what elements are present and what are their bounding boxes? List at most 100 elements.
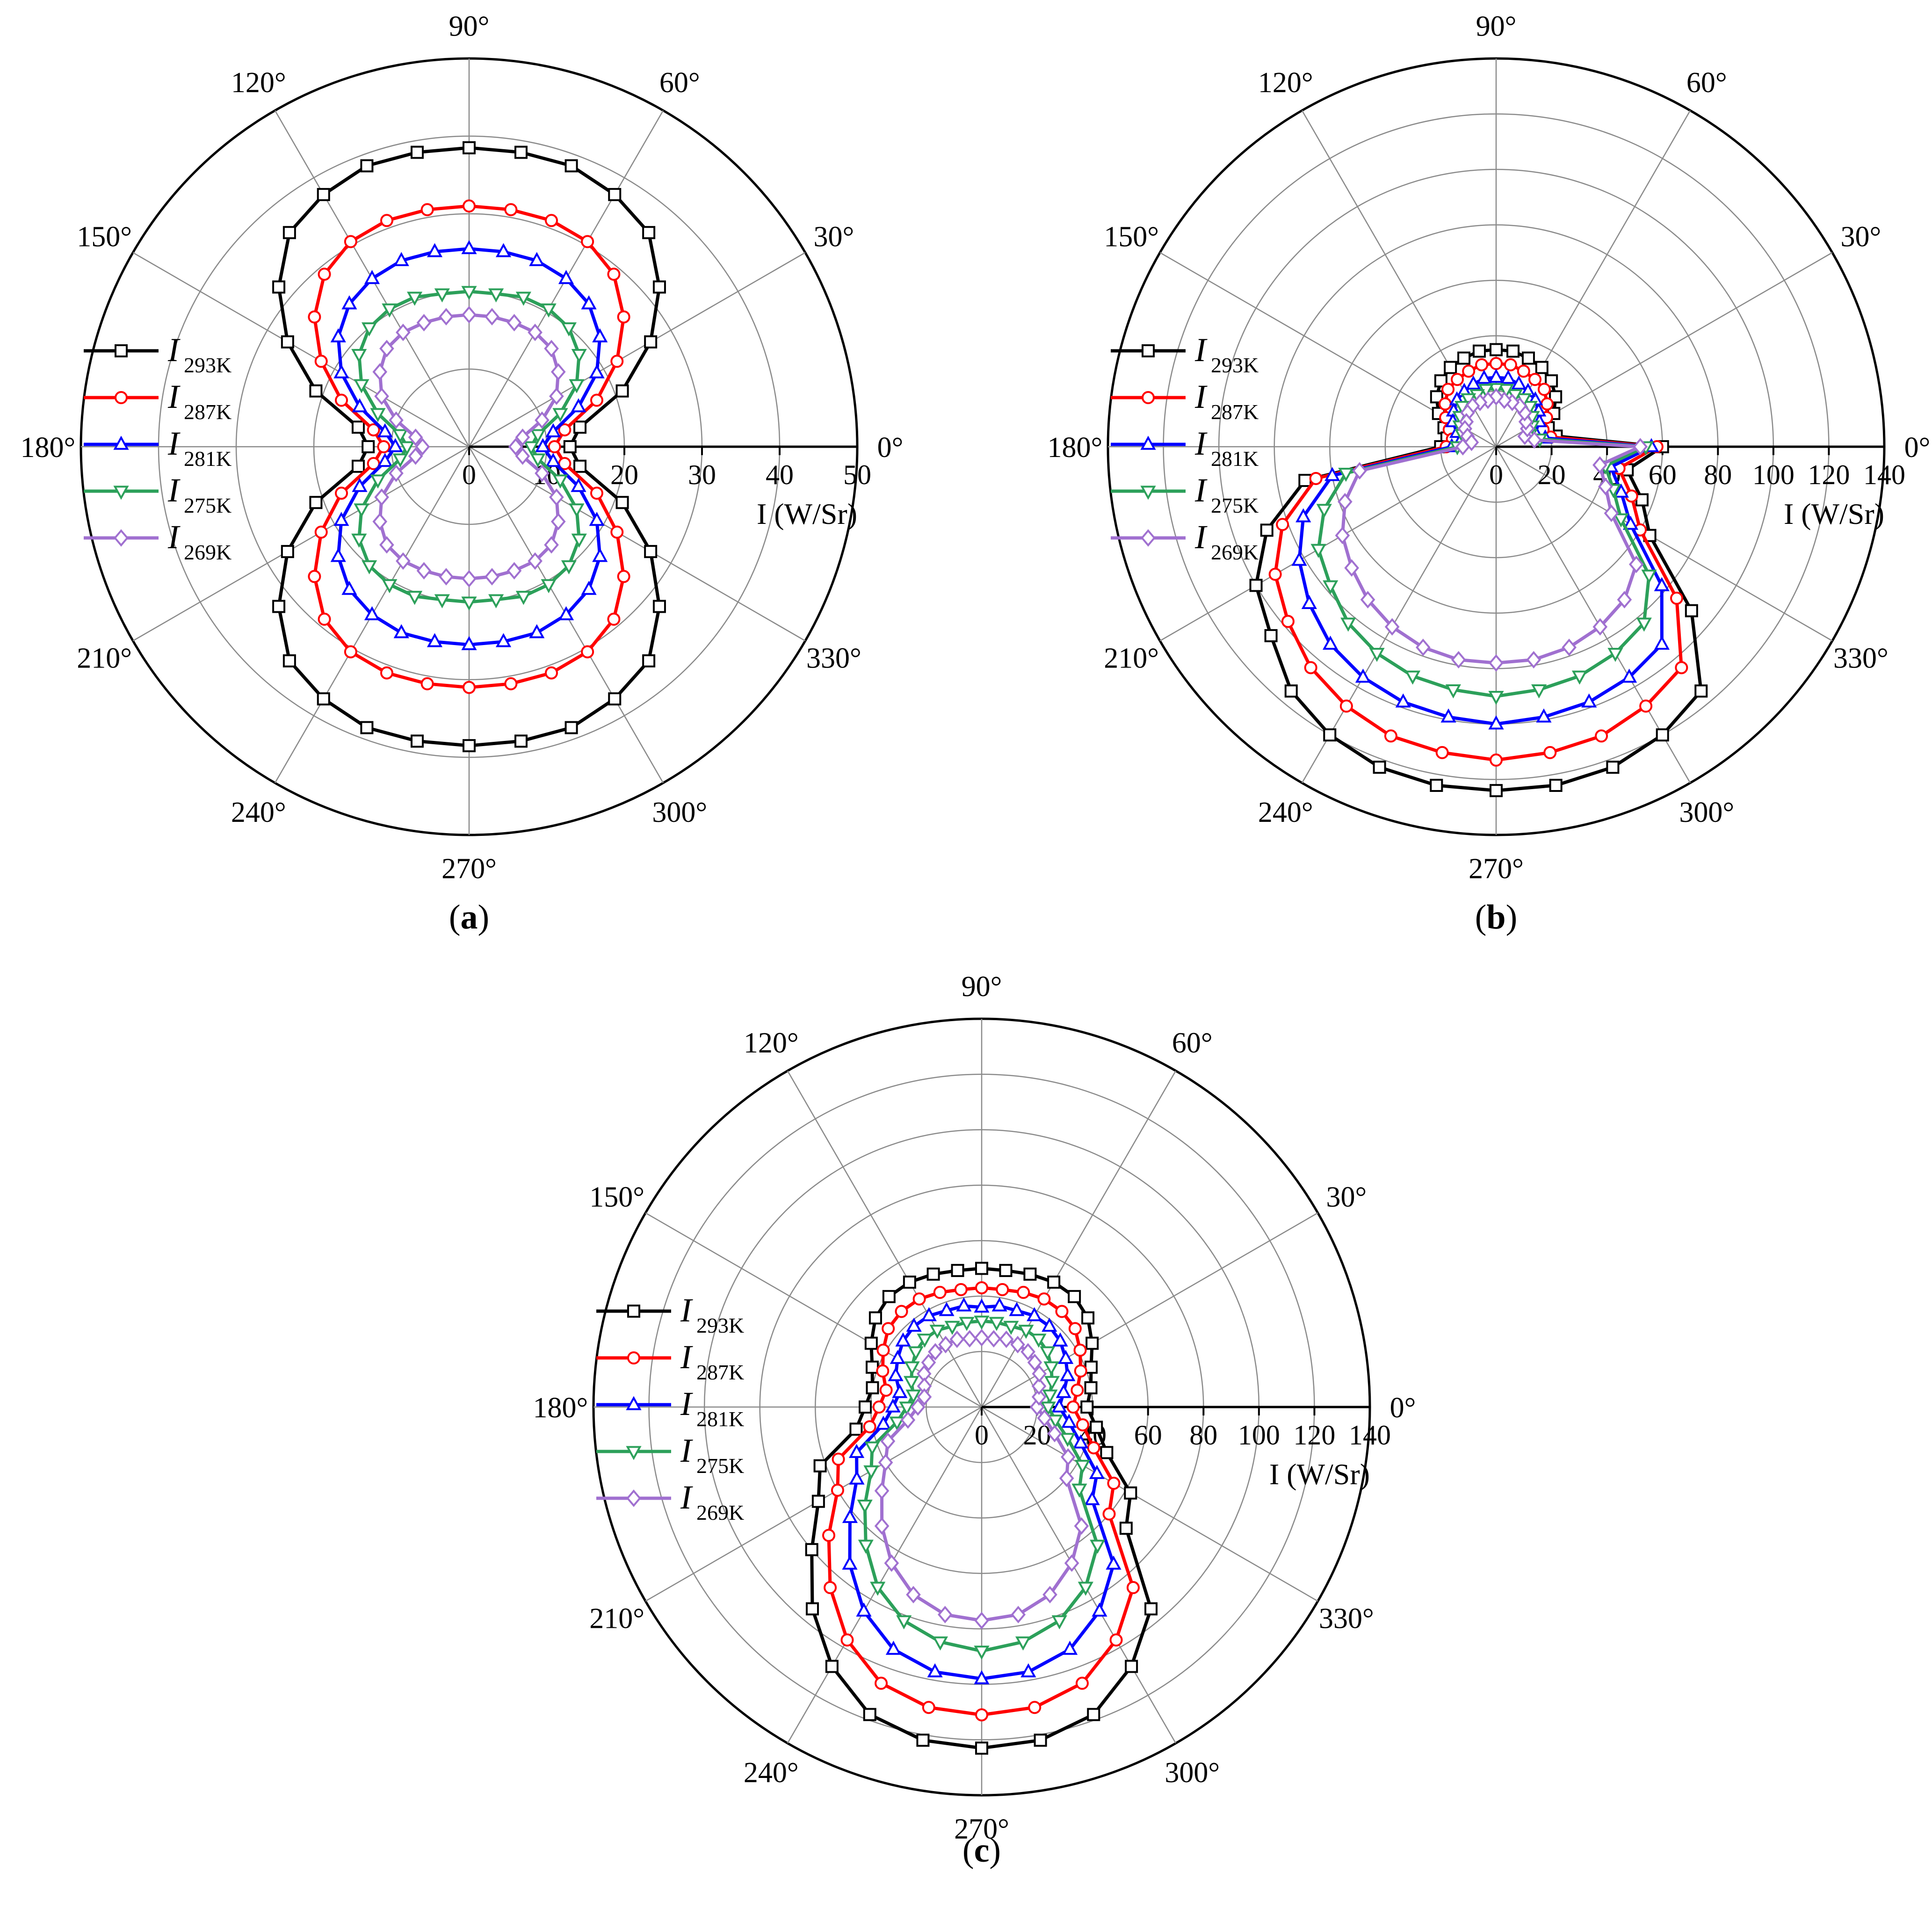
data-point (863, 1708, 876, 1721)
data-point (652, 280, 666, 294)
data-point (535, 464, 550, 482)
angle-tick-label: 240° (231, 797, 286, 828)
data-point (1490, 343, 1503, 356)
data-point (1003, 1320, 1019, 1335)
data-point (882, 1290, 896, 1303)
data-point (1291, 551, 1307, 566)
panel-caption-letter: a (461, 898, 478, 936)
angular-grid-spoke (469, 252, 806, 448)
data-point (416, 562, 432, 580)
data-point (1545, 374, 1558, 388)
data-point (1074, 1364, 1087, 1378)
data-point (308, 310, 321, 324)
data-point (1504, 358, 1517, 371)
data-point (1043, 1361, 1059, 1376)
data-point (564, 721, 578, 734)
data-point (374, 488, 389, 506)
data-point (590, 486, 603, 500)
radial-tick-label: 20 (1023, 1420, 1051, 1451)
data-point (377, 453, 393, 467)
data-point (874, 1482, 890, 1500)
series-281K (1291, 369, 1670, 730)
data-point (890, 1349, 905, 1364)
data-point (1488, 715, 1504, 730)
data-point (1018, 1325, 1034, 1339)
radial-tick-label: 140 (1349, 1420, 1391, 1451)
data-point (1062, 1640, 1078, 1655)
data-point (1264, 629, 1278, 642)
radial-tick-label: 20 (610, 459, 638, 490)
data-point (545, 423, 561, 437)
radial-tick-label: 80 (1189, 1420, 1217, 1451)
data-point (590, 393, 603, 407)
data-point (644, 545, 658, 559)
data-point (420, 203, 434, 217)
data-point (507, 562, 522, 580)
data-point (1084, 1360, 1098, 1374)
angle-tick-label: 270° (441, 853, 497, 885)
angle-tick-label: 120° (231, 67, 286, 99)
data-point (1621, 668, 1637, 683)
angle-tick-label: 180° (533, 1392, 588, 1424)
data-point (1441, 383, 1455, 396)
data-point (281, 545, 294, 559)
angle-tick-label: 60° (659, 67, 700, 99)
data-point (548, 440, 561, 453)
legend-marker (114, 529, 129, 547)
angle-tick-label: 120° (744, 1027, 799, 1059)
data-point (1310, 544, 1326, 558)
data-point (377, 423, 393, 437)
data-point (608, 188, 622, 201)
data-point (1338, 468, 1354, 482)
data-point (1031, 1334, 1047, 1348)
data-point (872, 1400, 886, 1414)
legend-label-main: I (1194, 472, 1208, 509)
data-point (367, 423, 380, 436)
data-point (1075, 1676, 1089, 1690)
legend-label: I 275K (167, 472, 232, 517)
data-point (615, 496, 629, 509)
legend-item: I 275K (596, 1432, 744, 1478)
legend-label-subscript: 293K (184, 353, 232, 377)
data-point (558, 606, 574, 621)
data-point (589, 512, 605, 526)
data-point (986, 1330, 1001, 1348)
data-point (832, 1452, 845, 1466)
data-point (507, 314, 522, 332)
data-point (379, 536, 394, 554)
legend-item: I 281K (596, 1385, 744, 1431)
angle-tick-label: 270° (1469, 853, 1524, 885)
data-point (495, 243, 512, 257)
data-point (541, 303, 557, 318)
data-point (573, 421, 587, 434)
data-point (1384, 618, 1400, 636)
data-point (592, 328, 608, 342)
legend-item: I 281K (84, 425, 232, 471)
data-point (377, 440, 391, 453)
data-point (1284, 684, 1298, 698)
data-point (1102, 1507, 1116, 1521)
data-point (1090, 1421, 1103, 1434)
angle-tick-label: 30° (1841, 221, 1881, 253)
data-point (1498, 384, 1514, 398)
legend-marker (1142, 344, 1155, 357)
legend-label: I 269K (1194, 518, 1259, 564)
angular-grid-spoke (787, 1070, 983, 1407)
data-point (1571, 670, 1588, 685)
data-point (905, 1389, 921, 1404)
data-point (351, 348, 367, 363)
data-point (989, 1317, 1005, 1331)
angle-tick-label: 240° (1258, 797, 1313, 828)
data-point (868, 1311, 882, 1325)
legend-label-subscript: 275K (1211, 493, 1259, 517)
data-point (309, 384, 323, 398)
data-point (962, 1330, 977, 1348)
data-point (581, 235, 594, 248)
legend-label: I 269K (680, 1479, 744, 1524)
data-point (824, 1581, 837, 1595)
angular-grid-spoke (1495, 446, 1691, 784)
data-point (974, 1611, 989, 1630)
